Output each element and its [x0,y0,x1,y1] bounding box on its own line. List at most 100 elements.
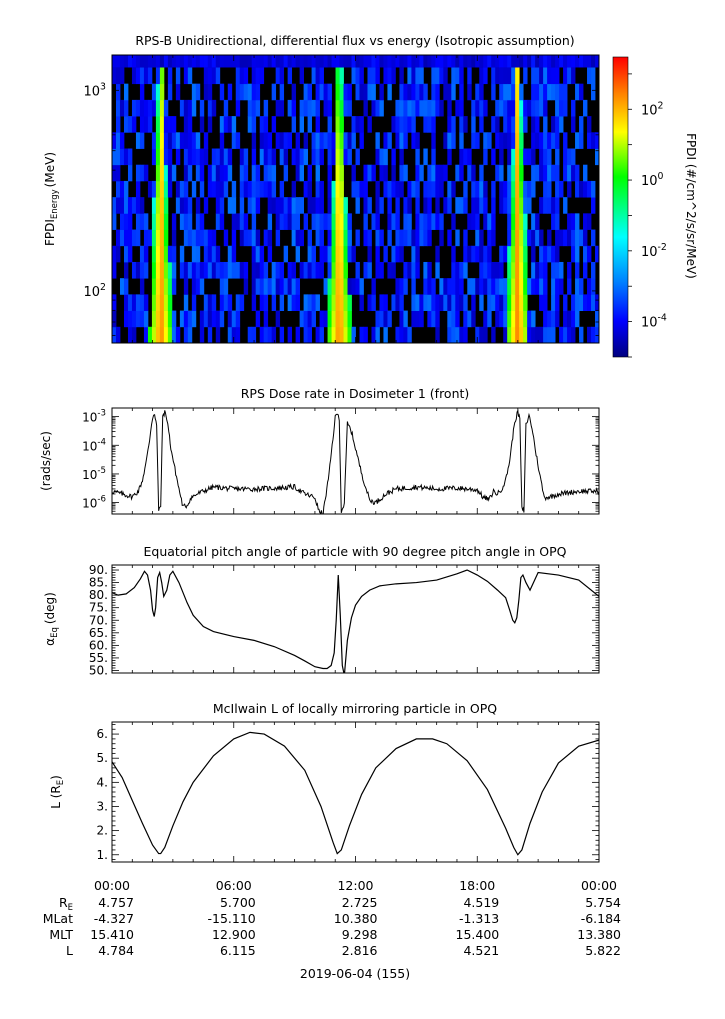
spectrogram-cell [191,229,197,247]
spectrogram-cell [519,197,524,214]
spectrogram-cell [163,294,169,311]
spectrogram-cell [351,67,356,85]
spectrogram-cell [319,261,324,279]
spectrogram-cell [251,294,257,311]
spectrogram-cell [567,229,572,247]
spectrogram-cell [487,278,492,295]
spectrogram-cell [323,245,328,263]
spectrogram-cell [207,180,213,198]
spectrogram-cell [431,83,436,101]
spectrogram-cell [191,83,197,101]
spectrogram-cell [319,245,324,263]
pitch-angle-y-tick-label: 55. [89,651,108,665]
spectrogram-cell [371,326,376,344]
spectrogram-cell [543,261,548,279]
spectrogram-cell [343,213,348,230]
spectrogram-cell [287,67,293,85]
spectrogram-cell [315,116,320,133]
spectrogram-cell [427,99,432,117]
spectrogram-cell [483,310,488,328]
spectrogram-cell [367,261,372,279]
spectrogram-cell [112,310,117,328]
spectrogram-cell [267,148,273,166]
spectrogram-cell [531,261,536,279]
spectrogram-cell [251,164,257,182]
spectrogram-cell [363,99,368,117]
spectrogram-cell [199,261,205,279]
spectrogram-cell [319,229,324,247]
spectrogram-cell [591,132,596,149]
spectrogram-cell [143,245,149,263]
spectrogram-cell [207,310,213,328]
spectrogram-cell [127,245,133,263]
spectrogram-cell [359,67,364,85]
spectrogram-cell [203,229,209,247]
spectrogram-cell [319,326,324,344]
mcilwain-l-y-tick-label: 1. [97,848,108,862]
spectrogram-cell [175,148,181,166]
spectrogram-cell [275,99,281,117]
spectrogram-cell [307,310,312,328]
spectrogram-cell [119,213,125,230]
spectrogram-cell [575,310,580,328]
spectrogram-cell [183,229,189,247]
spectrogram-cell [123,229,129,247]
spectrogram-cell [515,55,520,68]
spectrogram-cell [259,148,265,166]
spectrogram-cell [379,148,384,166]
spectrogram-cell [343,310,348,328]
spectrogram-cell [511,55,516,68]
spectrogram-cell [451,213,456,230]
spectrogram-cell [531,55,536,68]
spectrogram-cell [463,261,468,279]
spectrogram-cell [555,116,560,133]
spectrogram-cell [219,213,225,230]
spectrogram-cell [335,83,340,101]
spectrogram-cell [511,180,516,198]
spectrogram-cell [563,310,568,328]
spectrogram-cell [439,67,444,85]
spectrogram-cell [331,278,336,295]
spectrogram-cell [131,197,137,214]
spectrogram-cell [239,148,245,166]
spectrogram-cell [307,197,312,214]
spectrogram-cell [591,180,596,198]
spectrogram-cell [279,55,285,68]
spectrogram-cell [355,197,360,214]
spectrogram-cell [155,261,161,279]
spectrogram-cell [427,294,432,311]
spectrogram-cell [395,180,400,198]
spectrogram-cell [507,229,512,247]
spectrogram-cell [447,148,452,166]
spectrogram-cell [355,116,360,133]
spectrogram-cell [112,197,117,214]
spectrogram-cell [399,132,404,149]
spectrogram-cell [191,310,197,328]
spectrogram-cell [123,197,129,214]
spectrogram-cell [539,164,544,182]
spectrogram-cell [279,67,285,85]
spectrogram-cell [455,326,460,344]
spectrogram-cell [387,180,392,198]
spectrogram-cell [483,67,488,85]
spectrogram-cell [471,132,476,149]
spectrogram-cell [523,245,528,263]
spectrogram-cell [451,326,456,344]
dose-rate-series-line [112,408,599,514]
spectrogram-cell [167,294,173,311]
spectrogram-cell [199,326,205,344]
spectrogram-cell [239,294,245,311]
spectrogram-cell [327,310,332,328]
spectrogram-cell [239,164,245,182]
spectrogram-cell [415,213,420,230]
spectrogram-y-label-sub: Energy [50,189,60,219]
spectrogram-cell [187,55,193,68]
spectrogram-cell [263,164,269,182]
spectrogram-cell [551,55,556,68]
pitch-angle-panel: Equatorial pitch angle of particle with … [43,544,600,677]
spectrogram-cell [207,83,213,101]
spectrogram-cell [275,213,281,230]
spectrogram-cell [519,55,524,68]
mcilwain-l-y-tick-label: 4. [97,775,108,789]
